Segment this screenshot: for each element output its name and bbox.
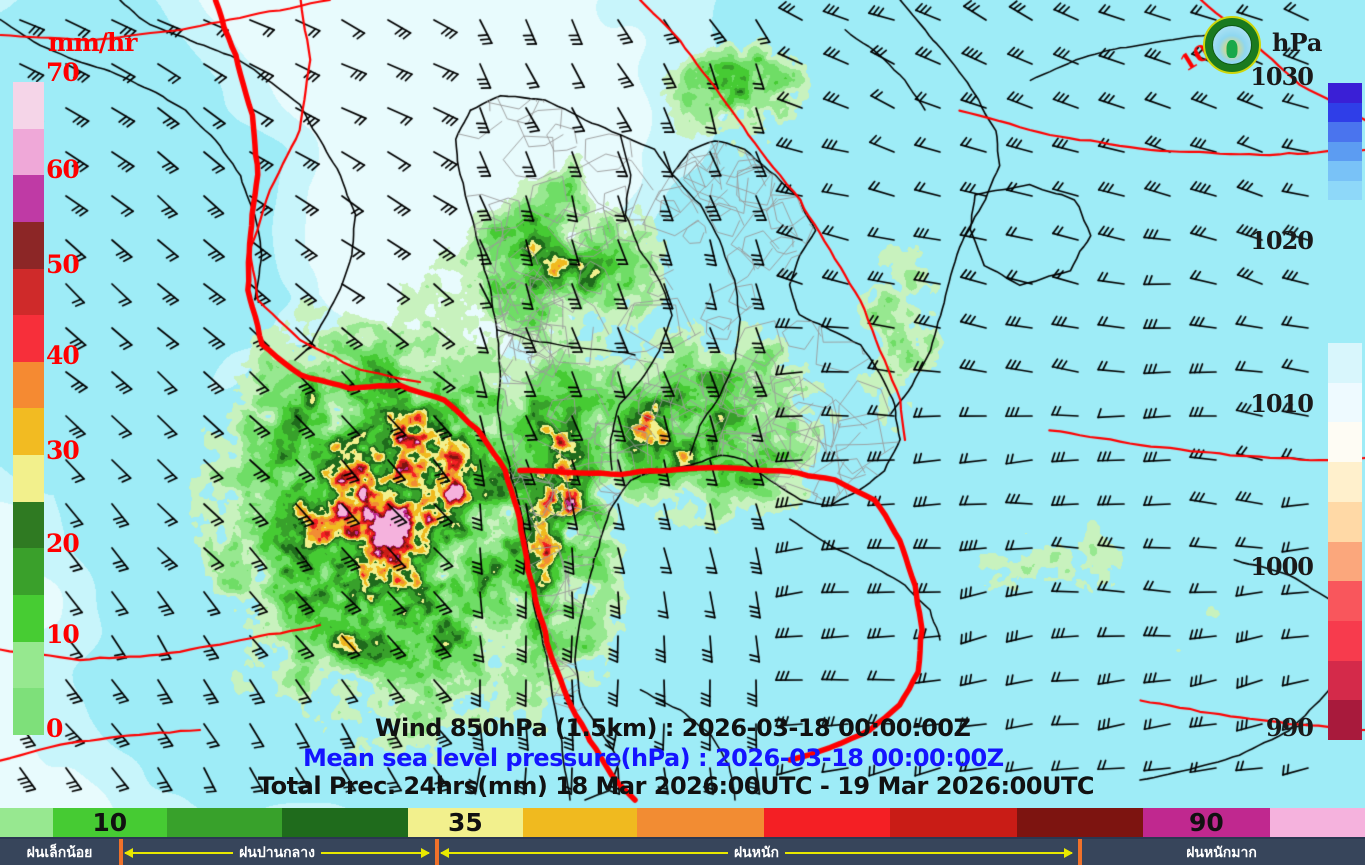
mslp-colorbar-tick-label: 1030	[1250, 62, 1314, 91]
bottom-scale-segment	[637, 808, 764, 837]
precip-colorbar-tick-label: 10	[46, 620, 80, 649]
precip-colorbar-swatch	[13, 82, 44, 129]
precip-colorbar-tick-label: 70	[46, 58, 80, 87]
mslp-colorbar-tick-label: 1010	[1250, 389, 1314, 418]
precipitation-colorbar	[13, 82, 44, 735]
precip-colorbar-swatch	[13, 128, 44, 176]
arrow-right-icon	[320, 848, 431, 858]
mslp-colorbar-tick-label: 1020	[1250, 226, 1314, 255]
bottom-scale-segment: 35	[408, 808, 523, 837]
mslp-colorbar-swatch	[1328, 581, 1362, 621]
precip-colorbar-tick-label: 60	[46, 155, 80, 184]
thai-intensity-cell: ฝนหนัก	[435, 839, 1078, 865]
precip-colorbar-swatch	[13, 641, 44, 689]
mslp-colorbar-swatch	[1328, 102, 1362, 122]
arrow-left-icon	[123, 848, 234, 858]
mslp-colorbar-swatch	[1328, 161, 1362, 181]
mslp-unit-label: hPa	[1272, 28, 1323, 57]
thai-intensity-label: ฝนเล็กน้อย	[26, 845, 93, 861]
thai-intensity-divider	[1078, 839, 1082, 865]
bottom-scale-label: 90	[1188, 808, 1224, 837]
thai-intensity-label: ฝนปานกลาง	[239, 845, 315, 861]
mslp-colorbar-swatch	[1328, 541, 1362, 582]
bottom-scale-segment: 90	[1143, 808, 1270, 837]
precip-colorbar-swatch	[13, 268, 44, 316]
precip-colorbar-swatch	[13, 548, 44, 596]
precip-colorbar-tick-label: 30	[46, 436, 80, 465]
mslp-colorbar-swatch	[1328, 620, 1362, 661]
precip-colorbar-tick-label: 40	[46, 341, 80, 370]
thai-intensity-legend: ฝนเล็กน้อย ฝนปานกลาง ฝนหนัก ฝนหนักมาก	[0, 837, 1365, 865]
bottom-scale-segment	[0, 808, 53, 837]
mslp-colorbar-swatch	[1328, 700, 1362, 741]
thai-intensity-cell: ฝนหนักมาก	[1078, 839, 1365, 865]
mslp-colorbar-high	[1328, 83, 1362, 200]
thai-intensity-divider	[435, 839, 439, 865]
precip-colorbar-swatch	[13, 175, 44, 222]
precip-colorbar-swatch	[13, 688, 44, 735]
mslp-colorbar-low	[1328, 343, 1362, 741]
bottom-precipitation-scale: 10 35 90	[0, 808, 1365, 837]
precip-colorbar-swatch	[13, 408, 44, 456]
bottom-scale-segment	[522, 808, 638, 837]
bottom-scale-segment	[1016, 808, 1144, 837]
mslp-colorbar-swatch	[1328, 422, 1362, 463]
mslp-colorbar-swatch	[1328, 141, 1362, 161]
precip-colorbar-swatch	[13, 455, 44, 502]
mslp-colorbar-swatch	[1328, 462, 1362, 502]
mslp-colorbar-swatch	[1328, 180, 1362, 200]
caption-precipitation: Total Prec. 24hrs(mm) 18 Mar 2026:00UTC …	[258, 772, 1095, 800]
mslp-colorbar-tick-label: 990	[1265, 713, 1314, 742]
precip-colorbar-swatch	[13, 361, 44, 409]
weather-map-canvas	[0, 0, 1365, 808]
bottom-scale-segment	[763, 808, 891, 837]
bottom-scale-segment	[890, 808, 1017, 837]
precip-colorbar-tick-label: 50	[46, 250, 80, 279]
mslp-colorbar-tick-label: 1000	[1250, 552, 1314, 581]
bottom-scale-segment: 10	[52, 808, 168, 837]
tmd-logo-emblem	[1212, 25, 1252, 65]
precip-colorbar-swatch	[13, 315, 44, 362]
precip-colorbar-swatch	[13, 595, 44, 642]
precip-colorbar-tick-label: 0	[46, 714, 63, 743]
precip-colorbar-swatch	[13, 221, 44, 269]
caption-wind: Wind 850hPa (1.5km) : 2026-03-18 00:00:0…	[375, 714, 971, 742]
caption-mslp: Mean sea level pressure(hPa) : 2026-03-1…	[303, 744, 1004, 772]
mslp-colorbar-swatch	[1328, 343, 1362, 383]
mslp-colorbar-swatch	[1328, 501, 1362, 542]
mslp-colorbar-swatch	[1328, 382, 1362, 423]
mslp-colorbar-swatch	[1328, 83, 1362, 103]
thai-intensity-cell: ฝนเล็กน้อย	[0, 839, 119, 865]
arrow-right-icon	[785, 848, 1073, 858]
bottom-scale-segment	[167, 808, 282, 837]
thai-intensity-cell: ฝนปานกลาง	[119, 839, 435, 865]
bottom-scale-segment	[281, 808, 409, 837]
precip-colorbar-swatch	[13, 501, 44, 549]
thai-intensity-label: ฝนหนักมาก	[1186, 845, 1257, 861]
mslp-colorbar-swatch	[1328, 122, 1362, 142]
thai-intensity-label: ฝนหนัก	[733, 845, 780, 861]
thai-intensity-divider	[119, 839, 123, 865]
precip-colorbar-tick-label: 20	[46, 529, 80, 558]
mslp-colorbar-swatch	[1328, 660, 1362, 701]
bottom-scale-label: 35	[447, 808, 483, 837]
bottom-scale-segment	[1269, 808, 1365, 837]
arrow-left-icon	[440, 848, 728, 858]
bottom-scale-label: 10	[92, 808, 128, 837]
precipitation-unit-label: mm/hr	[48, 28, 137, 57]
tmd-logo-icon	[1203, 16, 1261, 74]
